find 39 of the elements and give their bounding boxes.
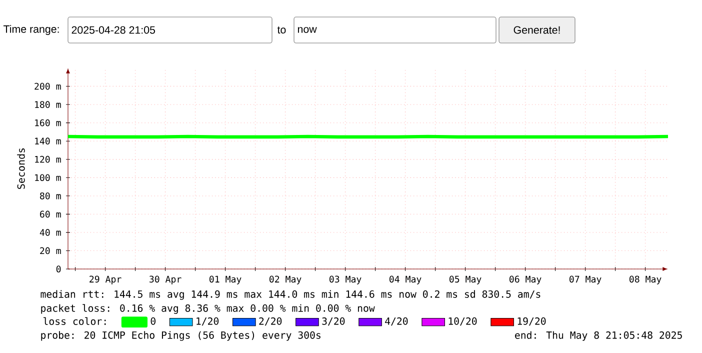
y-tick-label: 60 m — [40, 210, 61, 218]
text: packet loss: 0.16 % avg 8.36 % max 0.00 % min 0.00 % now — [41, 304, 375, 314]
x-tick-label: 06 May — [510, 276, 542, 284]
x-tick-label: 05 May — [450, 276, 482, 284]
x-tick-label: 01 May — [210, 276, 242, 284]
legend-title: loss color: — [44, 317, 106, 325]
x-tick-label: 03 May — [330, 276, 362, 284]
legend-label: 10/20 — [448, 317, 477, 326]
text: Time range: — [4, 25, 59, 35]
legend-label: 2/20 — [259, 317, 282, 326]
y-tick-label: 200 m — [34, 82, 61, 90]
legend-label: 1/20 — [196, 317, 219, 326]
text: Generate! — [514, 26, 560, 34]
x-tick-label: 02 May — [270, 276, 302, 284]
y-tick-label: 80 m — [40, 192, 61, 200]
text: end: Thu May 8 21:05:48 2025 — [515, 331, 682, 341]
y-tick-label: 140 m — [35, 138, 61, 145]
y-tick-label: 20 m — [40, 247, 61, 254]
x-tick-label: 08 May — [630, 276, 662, 284]
text: to — [277, 26, 286, 34]
y-tick-label: 120 m — [35, 156, 61, 163]
x-tick-label: 04 May — [390, 276, 422, 284]
text: median rtt: 144.5 ms avg 144.9 ms max 144.0 ms min 144.6 ms now 0.2 ms sd 830.5 am/s — [40, 290, 540, 300]
x-tick-label: 07 May — [570, 276, 602, 284]
y-tick-label: 0 — [56, 266, 61, 272]
y-tick-label: 180 m — [35, 101, 61, 108]
legend-label: 0 — [150, 317, 156, 325]
x-tick-label: 30 Apr — [150, 276, 182, 284]
legend-label: 19/20 — [518, 317, 546, 326]
text: 2025-04-28 21:05 — [72, 26, 156, 34]
y-tick-label: 40 m — [40, 229, 61, 236]
legend-label: 4/20 — [385, 317, 408, 326]
text: probe: 20 ICMP Echo Pings (56 Bytes) every 300s — [41, 331, 320, 341]
text: now — [298, 27, 317, 33]
y-tick-label: 160 m — [35, 119, 61, 126]
x-tick-label: 29 Apr — [90, 276, 122, 284]
legend-label: 3/20 — [322, 317, 345, 326]
y-tick-label: 100 m — [35, 174, 61, 182]
y-axis-title: Seconds — [17, 148, 25, 189]
